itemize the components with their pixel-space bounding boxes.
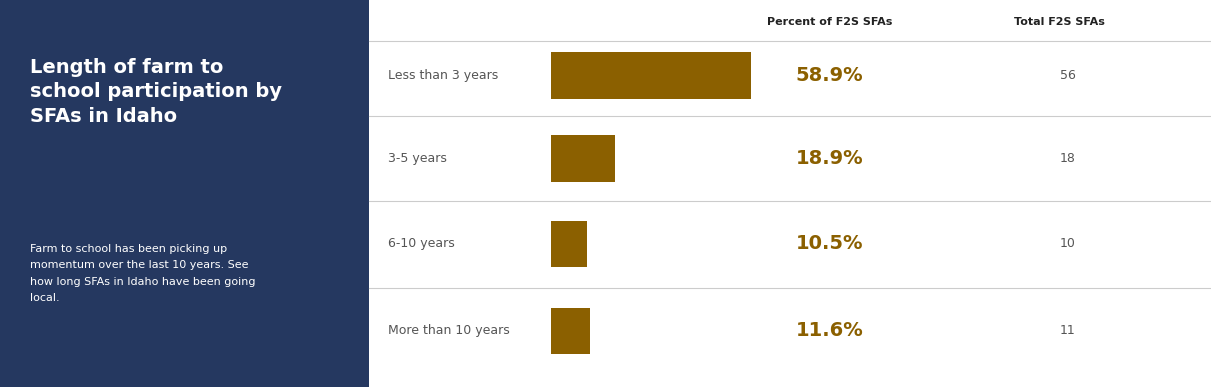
Text: Percent of F2S SFAs: Percent of F2S SFAs (767, 17, 893, 27)
Text: Length of farm to
school participation by
SFAs in Idaho: Length of farm to school participation b… (30, 58, 282, 125)
Bar (551, 308, 590, 354)
Text: 11.6%: 11.6% (796, 321, 863, 341)
Text: 18: 18 (1060, 152, 1075, 165)
Bar (551, 221, 586, 267)
Text: Total F2S SFAs: Total F2S SFAs (1014, 17, 1106, 27)
Bar (551, 135, 615, 182)
Bar (551, 52, 751, 99)
Text: Less than 3 years: Less than 3 years (388, 69, 498, 82)
Text: Farm to school has been picking up
momentum over the last 10 years. See
how long: Farm to school has been picking up momen… (30, 244, 256, 303)
Bar (0, 0, 369, 387)
Text: 10: 10 (1060, 237, 1075, 250)
Text: 11: 11 (1060, 324, 1075, 337)
Text: 56: 56 (1060, 69, 1075, 82)
Text: More than 10 years: More than 10 years (388, 324, 510, 337)
Text: 3-5 years: 3-5 years (388, 152, 447, 165)
Text: 18.9%: 18.9% (796, 149, 863, 168)
Text: 6-10 years: 6-10 years (388, 237, 454, 250)
Text: 58.9%: 58.9% (796, 66, 863, 85)
Text: 10.5%: 10.5% (796, 234, 863, 253)
